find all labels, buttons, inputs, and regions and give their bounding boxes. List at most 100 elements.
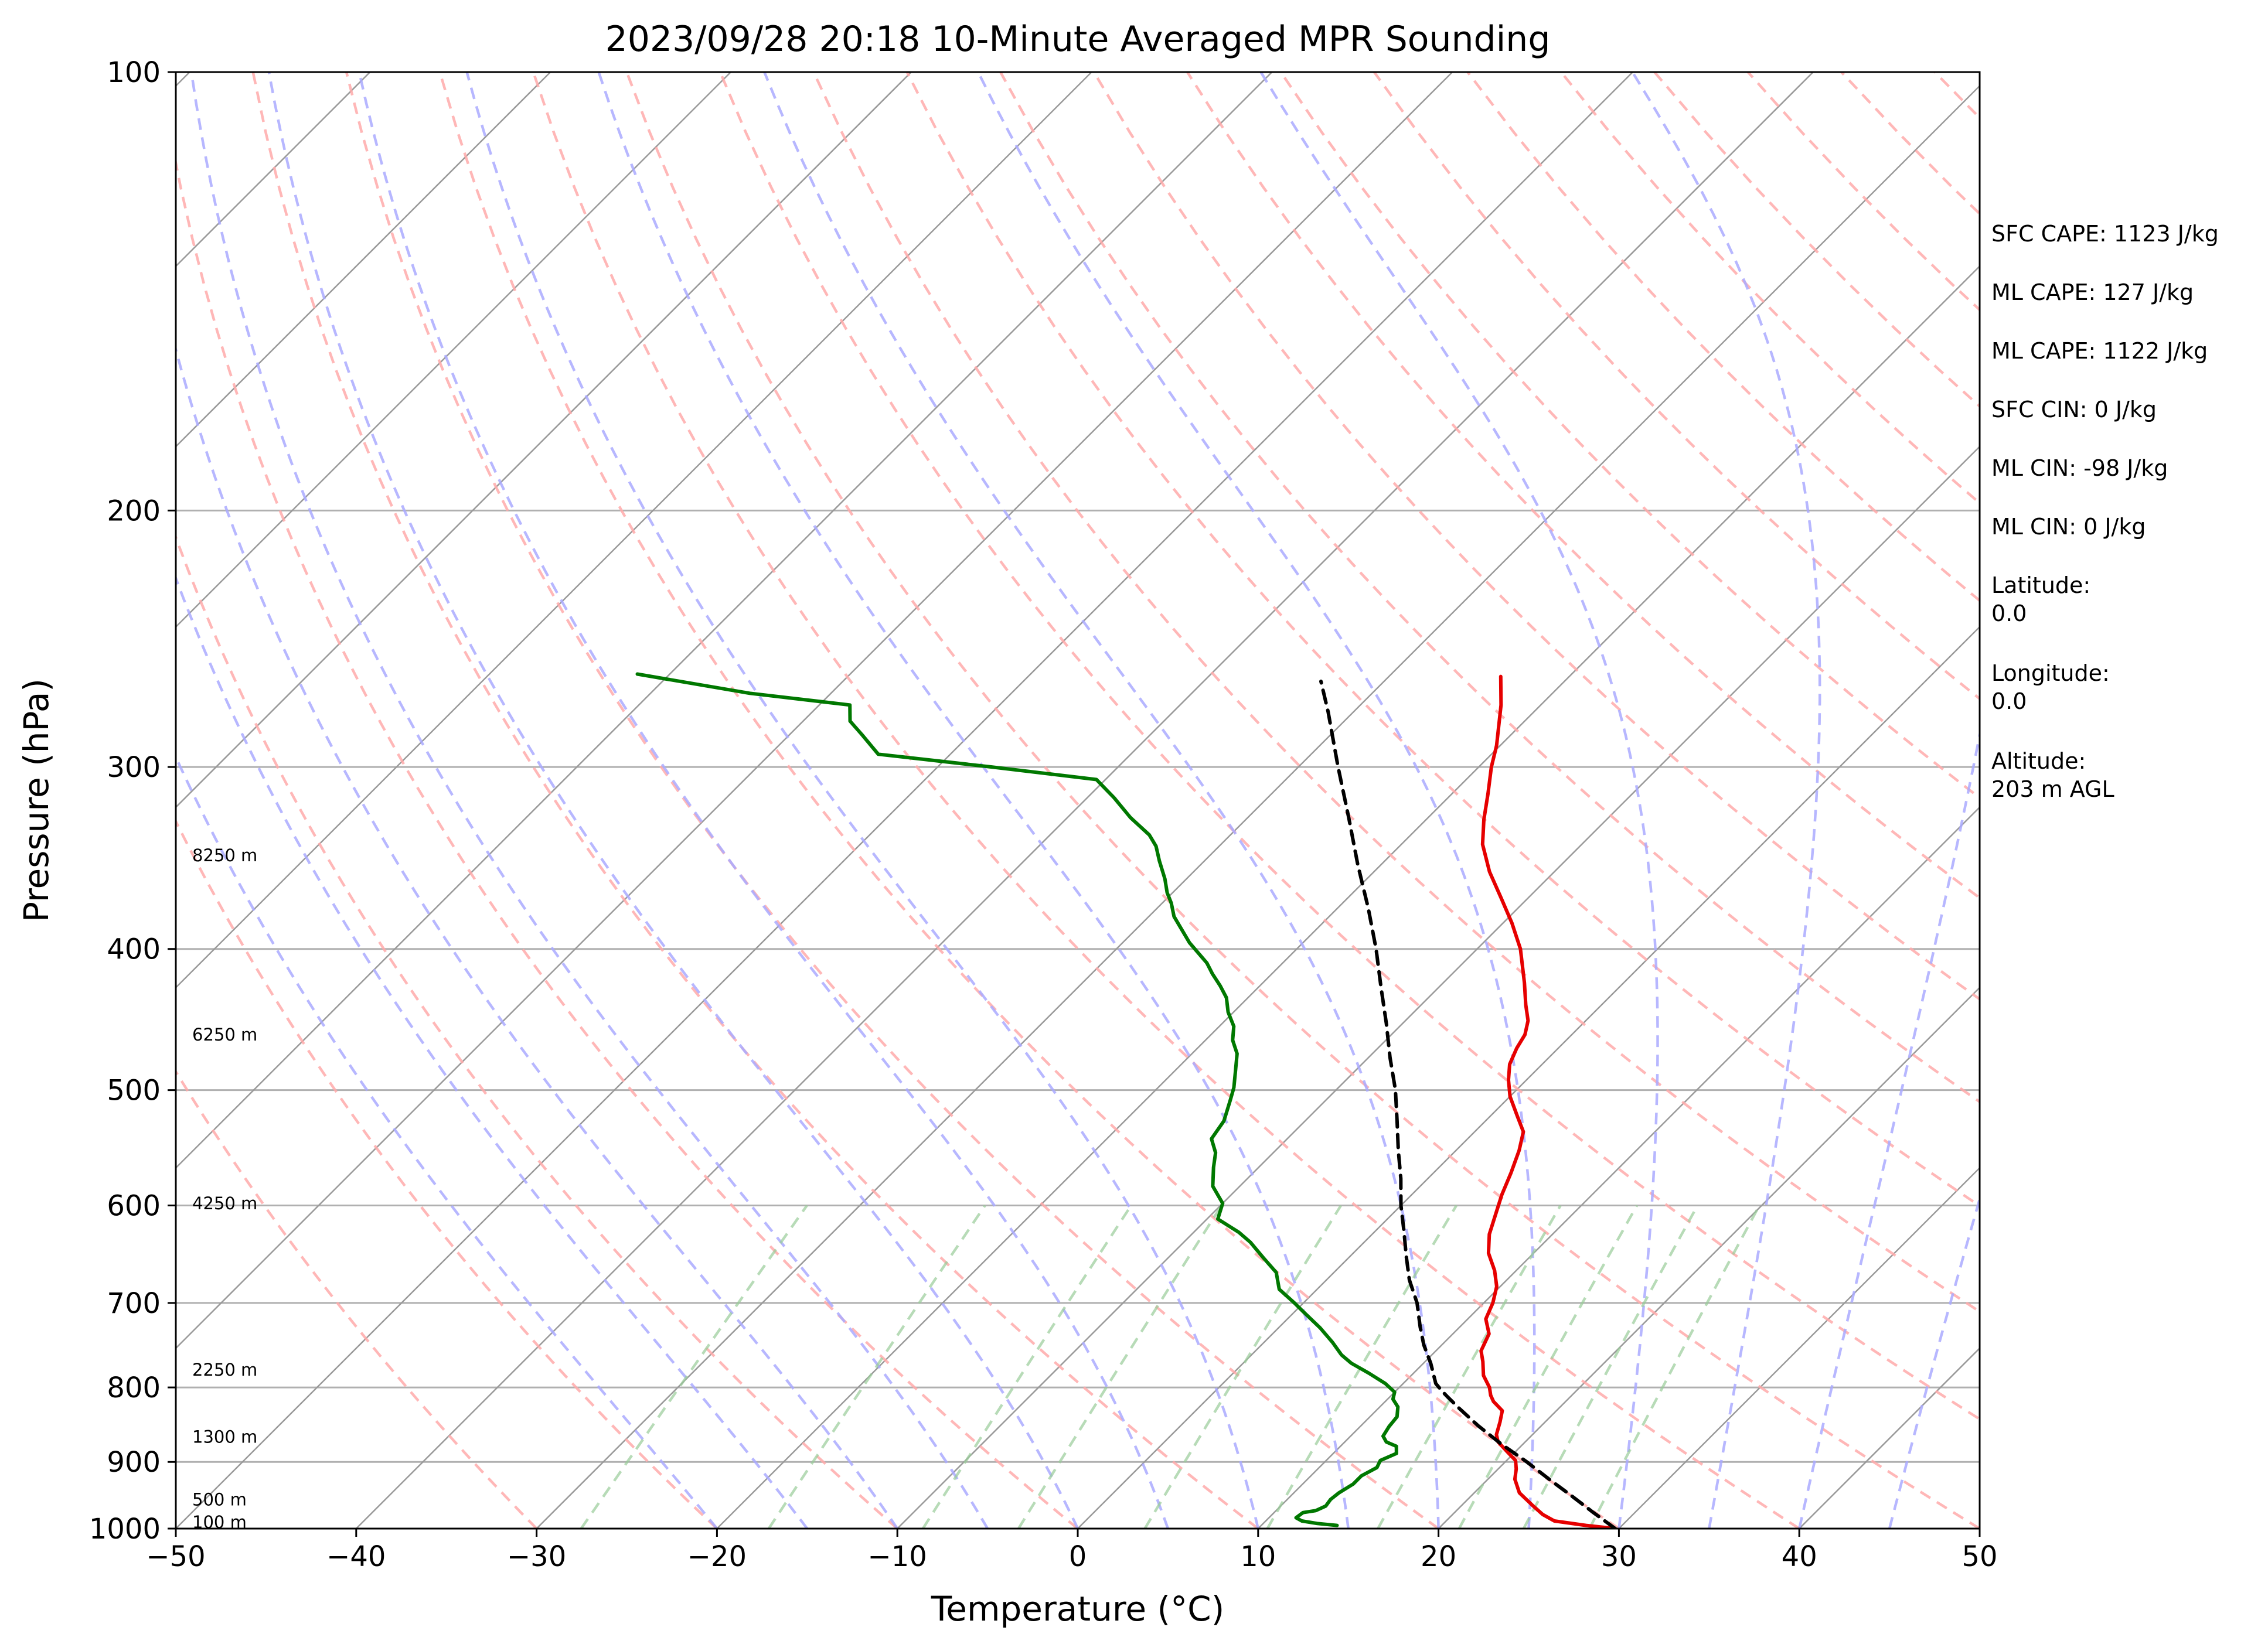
moist-adiabat--10 bbox=[176, 345, 899, 1529]
isotherm--20 bbox=[716, 265, 1980, 1529]
moist-adiabat-30 bbox=[1259, 72, 1659, 1529]
x-tick-label: 40 bbox=[1782, 1540, 1817, 1573]
height-labels: 100 m 500 m 1300 m 2250 m 4250 m 6250 m 8250 m bbox=[192, 845, 257, 1532]
x-tick-label: 10 bbox=[1240, 1540, 1276, 1573]
height-label: 2250 m bbox=[192, 1360, 257, 1380]
y-tick-label: 1000 bbox=[89, 1513, 161, 1546]
moist-adiabat-40 bbox=[1798, 728, 1980, 1529]
dry-adiabat-50 bbox=[625, 72, 1980, 1529]
isotherm-20 bbox=[1438, 986, 1980, 1529]
isotherm-0 bbox=[1077, 626, 1980, 1529]
isotherm--30 bbox=[536, 84, 1980, 1529]
y-axis-ticks: 100 200 300 400 500 600 700 800 900 1000 bbox=[89, 56, 176, 1546]
dry-adiabat-10 bbox=[251, 72, 1259, 1529]
x-tick-label: −20 bbox=[687, 1540, 747, 1573]
moist-adiabat-20 bbox=[763, 72, 1440, 1529]
moist-adiabat--5 bbox=[190, 72, 989, 1529]
dry-adiabat-30 bbox=[438, 72, 1620, 1529]
stat-text: Altitude: 203 m AGL bbox=[1991, 748, 2114, 802]
x-tick-label: −40 bbox=[326, 1540, 386, 1573]
dry-adiabat-130 bbox=[1373, 72, 1980, 701]
x-tick-label: −50 bbox=[146, 1540, 205, 1573]
stat-line: 203 m AGL bbox=[1991, 776, 2114, 802]
height-label: 500 m bbox=[192, 1489, 247, 1509]
mixing-ratio-line-3 bbox=[1017, 1205, 1223, 1529]
mixing-ratio-line-5 bbox=[1143, 1205, 1343, 1529]
moist-adiabat-25 bbox=[976, 72, 1536, 1529]
isotherm--10 bbox=[897, 445, 1980, 1529]
isotherm--100 bbox=[176, 72, 731, 628]
stat-line: SFC CAPE: 1123 J/kg bbox=[1991, 221, 2219, 247]
height-label: 100 m bbox=[192, 1512, 247, 1532]
stats-panel: SFC CAPE: 1123 J/kg ML CAPE: 127 J/kg ML C… bbox=[1991, 221, 2219, 802]
y-tick-label: 100 bbox=[107, 56, 161, 89]
dry-adiabat-80 bbox=[905, 72, 1980, 1208]
mixing-ratio-line-16 bbox=[1457, 1205, 1639, 1529]
y-tick-label: 600 bbox=[107, 1189, 161, 1222]
y-tick-label: 900 bbox=[107, 1446, 161, 1479]
stat-line: ML CIN: -98 J/kg bbox=[1991, 455, 2168, 481]
dry-adiabat-40 bbox=[532, 72, 1800, 1529]
stat-line: ML CIN: 0 J/kg bbox=[1991, 514, 2146, 540]
stat-line: Longitude: bbox=[1991, 660, 2110, 686]
x-tick-label: 30 bbox=[1601, 1540, 1637, 1573]
stat-line: SFC CIN: 0 J/kg bbox=[1991, 397, 2157, 422]
stat-line: ML CAPE: 1122 J/kg bbox=[1991, 338, 2208, 364]
moist-adiabat--15 bbox=[176, 574, 809, 1529]
dry-adiabat--30 bbox=[176, 1069, 538, 1529]
stat-line: 0.0 bbox=[1991, 601, 2027, 626]
stat-text: ML CIN: 0 J/kg bbox=[1991, 514, 2146, 540]
dry-adiabat-20 bbox=[345, 72, 1439, 1529]
dry-adiabat-100 bbox=[1092, 72, 1980, 1001]
dewpoint-profile-line bbox=[635, 672, 1400, 1527]
y-tick-label: 700 bbox=[107, 1287, 161, 1320]
stat-line: ML CAPE: 127 J/kg bbox=[1991, 279, 2194, 305]
x-tick-label: 20 bbox=[1421, 1540, 1456, 1573]
isotherm--70 bbox=[176, 72, 1273, 1169]
stat-text: Longitude: 0.0 bbox=[1991, 660, 2110, 714]
moist-adiabat--20 bbox=[176, 753, 718, 1529]
isotherm--110 bbox=[176, 72, 551, 448]
y-tick-label: 500 bbox=[107, 1075, 161, 1107]
stat-line: 0.0 bbox=[1991, 688, 2027, 714]
moist-adiabat-0 bbox=[267, 72, 1079, 1529]
y-axis-label: Pressure (hPa) bbox=[16, 678, 56, 922]
height-label: 8250 m bbox=[192, 845, 257, 865]
dry-adiabat--10 bbox=[176, 533, 898, 1529]
mixing-ratio-line-8 bbox=[1266, 1205, 1458, 1529]
x-tick-label: −30 bbox=[507, 1540, 566, 1573]
isotherm-10 bbox=[1257, 806, 1980, 1529]
stat-text: SFC CAPE: 1123 J/kg bbox=[1991, 221, 2219, 247]
background-reference-lines bbox=[176, 72, 1980, 1529]
y-tick-label: 800 bbox=[107, 1372, 161, 1404]
dry-adiabat--20 bbox=[176, 818, 718, 1529]
height-label: 4250 m bbox=[192, 1193, 257, 1213]
mixing-ratio-line-25 bbox=[1588, 1205, 1761, 1529]
mixing-ratio-line-20 bbox=[1522, 1205, 1699, 1529]
y-tick-label: 300 bbox=[107, 751, 161, 784]
temperature-profile-line bbox=[1479, 674, 1617, 1529]
isotherm--90 bbox=[176, 72, 912, 809]
moist-adiabat-10 bbox=[465, 72, 1259, 1529]
isotherm--40 bbox=[355, 72, 1814, 1529]
x-axis-ticks: −50 −40 −30 −20 −10 0 10 20 30 40 50 bbox=[146, 1529, 1998, 1573]
moist-adiabat-45 bbox=[1888, 1194, 1980, 1529]
moist-adiabat-5 bbox=[357, 72, 1170, 1529]
x-tick-label: −10 bbox=[868, 1540, 927, 1573]
height-label: 1300 m bbox=[192, 1427, 257, 1447]
x-tick-label: 0 bbox=[1069, 1540, 1087, 1573]
y-tick-label: 200 bbox=[107, 494, 161, 527]
x-axis-label: Temperature (°C) bbox=[931, 1589, 1225, 1629]
parcel-profile-line bbox=[1319, 679, 1617, 1529]
mixing-ratio-line-12 bbox=[1377, 1205, 1562, 1529]
height-label: 6250 m bbox=[192, 1025, 257, 1045]
moist-adiabat-15 bbox=[597, 72, 1350, 1529]
stat-text: ML CAPE: 1122 J/kg bbox=[1991, 338, 2208, 364]
x-tick-label: 50 bbox=[1961, 1540, 1997, 1573]
stat-text: SFC CIN: 0 J/kg bbox=[1991, 397, 2157, 422]
y-tick-label: 400 bbox=[107, 933, 161, 966]
mixing-ratio-line-0.4 bbox=[580, 1205, 808, 1529]
dry-adiabat-60 bbox=[718, 72, 1980, 1421]
stat-line: Latitude: bbox=[1991, 572, 2090, 598]
